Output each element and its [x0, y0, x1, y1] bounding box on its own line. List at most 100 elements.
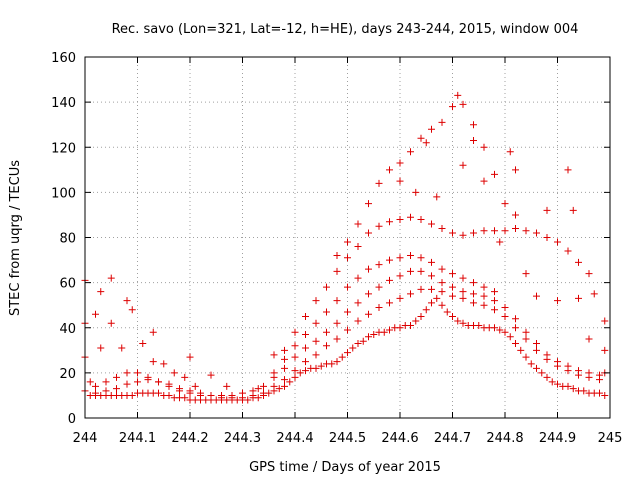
data-point	[270, 382, 278, 390]
x-tick-label: 244.2	[171, 431, 208, 446]
data-point	[480, 177, 488, 185]
data-point	[443, 308, 451, 316]
data-point	[333, 335, 341, 343]
data-point	[365, 310, 372, 318]
data-point	[501, 200, 509, 208]
data-point	[386, 218, 393, 226]
data-point	[207, 391, 215, 399]
data-point	[496, 238, 504, 246]
data-point	[149, 328, 157, 336]
data-point	[575, 258, 582, 266]
data-point	[186, 353, 194, 361]
data-point	[596, 389, 603, 397]
data-point	[302, 344, 309, 352]
data-point	[128, 391, 136, 399]
data-point	[470, 121, 477, 129]
data-point	[181, 373, 189, 381]
data-point	[291, 353, 299, 361]
data-point	[134, 369, 141, 377]
data-point	[249, 387, 257, 395]
data-point	[312, 337, 320, 345]
data-point	[449, 270, 456, 278]
data-point	[417, 254, 425, 262]
data-point	[302, 367, 309, 375]
data-point	[501, 328, 509, 336]
data-point	[533, 229, 540, 237]
data-point	[459, 161, 467, 169]
data-point	[155, 378, 162, 386]
data-point	[375, 179, 383, 187]
data-point	[102, 387, 110, 395]
data-point	[438, 279, 446, 287]
data-point	[396, 159, 404, 167]
data-point	[333, 358, 341, 366]
data-point	[170, 369, 178, 377]
data-point	[496, 326, 504, 334]
data-point	[123, 297, 131, 305]
data-point	[501, 312, 509, 320]
data-point	[365, 229, 372, 237]
data-point	[344, 349, 351, 357]
data-point	[449, 103, 456, 111]
data-point	[491, 297, 498, 305]
data-point	[480, 292, 488, 300]
data-point	[417, 134, 425, 142]
data-point	[548, 378, 556, 386]
data-point	[328, 360, 336, 368]
data-point	[333, 267, 341, 275]
data-point	[223, 382, 231, 390]
y-tick-label: 100	[51, 186, 76, 201]
x-tick-label: 244.6	[381, 431, 418, 446]
data-point	[396, 272, 404, 280]
data-point	[470, 279, 477, 287]
y-tick-label: 0	[68, 412, 76, 427]
data-point	[449, 312, 456, 320]
data-point	[291, 373, 299, 381]
data-point	[165, 391, 173, 399]
data-point	[422, 139, 430, 147]
data-point	[155, 389, 162, 397]
data-point	[580, 387, 588, 395]
data-point	[538, 369, 546, 377]
data-point	[275, 385, 283, 393]
data-point	[191, 382, 199, 390]
data-point	[365, 333, 372, 341]
data-point	[365, 290, 372, 298]
data-point	[380, 328, 388, 336]
data-point	[254, 394, 262, 402]
data-point	[533, 346, 540, 354]
y-tick-label: 20	[59, 367, 76, 382]
data-point	[454, 317, 462, 325]
y-tick-label: 120	[51, 141, 76, 156]
data-point	[506, 333, 514, 341]
data-point	[239, 389, 246, 397]
data-point	[354, 274, 362, 282]
x-tick-label: 244.3	[224, 431, 261, 446]
data-point	[554, 238, 561, 246]
data-point	[491, 324, 498, 332]
data-point	[407, 213, 414, 221]
data-point	[512, 324, 519, 332]
data-point	[512, 224, 519, 232]
data-point	[354, 220, 362, 228]
data-point	[449, 292, 456, 300]
data-point	[438, 224, 446, 232]
data-point	[564, 247, 572, 255]
data-point	[123, 369, 131, 377]
data-point	[281, 364, 288, 372]
data-point	[569, 206, 577, 214]
data-point	[459, 231, 467, 239]
data-point	[207, 371, 215, 379]
data-point	[480, 227, 488, 235]
data-point	[543, 206, 551, 214]
data-point	[480, 301, 488, 309]
data-point	[354, 299, 362, 307]
data-point	[176, 387, 183, 395]
data-point	[128, 306, 136, 314]
data-point	[97, 288, 105, 296]
data-point	[522, 328, 530, 336]
data-point	[459, 294, 467, 302]
data-point	[407, 148, 414, 156]
data-point	[407, 267, 414, 275]
data-point	[417, 267, 425, 275]
